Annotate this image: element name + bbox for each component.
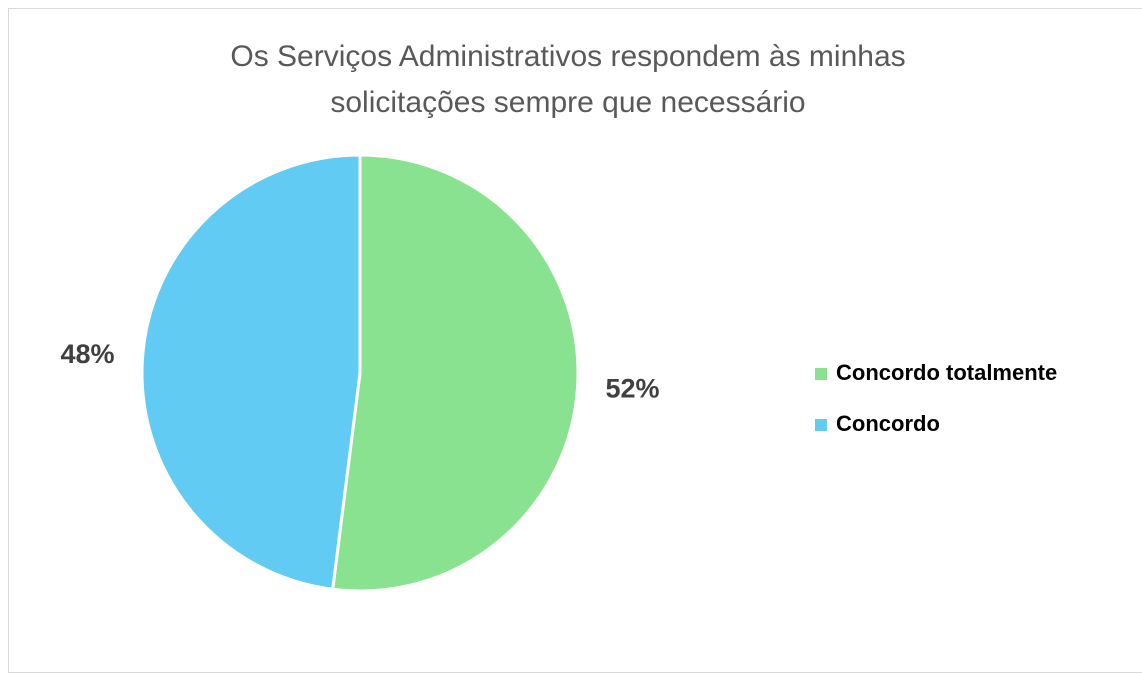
legend-swatch [815, 419, 827, 431]
chart-title: Os Serviços Administrativos respondem às… [230, 40, 906, 119]
value-label: 52% [605, 373, 659, 403]
legend-label: Concordo [836, 411, 940, 436]
value-label: 48% [61, 339, 115, 369]
legend-label: Concordo totalmente [836, 360, 1057, 385]
pie-slice [331, 153, 580, 593]
pie-slice [140, 153, 362, 591]
legend-swatch [815, 368, 827, 380]
